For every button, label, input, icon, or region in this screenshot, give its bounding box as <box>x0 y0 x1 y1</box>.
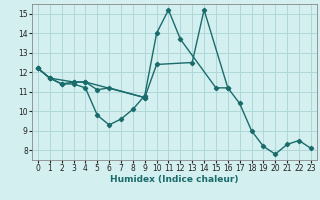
X-axis label: Humidex (Indice chaleur): Humidex (Indice chaleur) <box>110 175 239 184</box>
